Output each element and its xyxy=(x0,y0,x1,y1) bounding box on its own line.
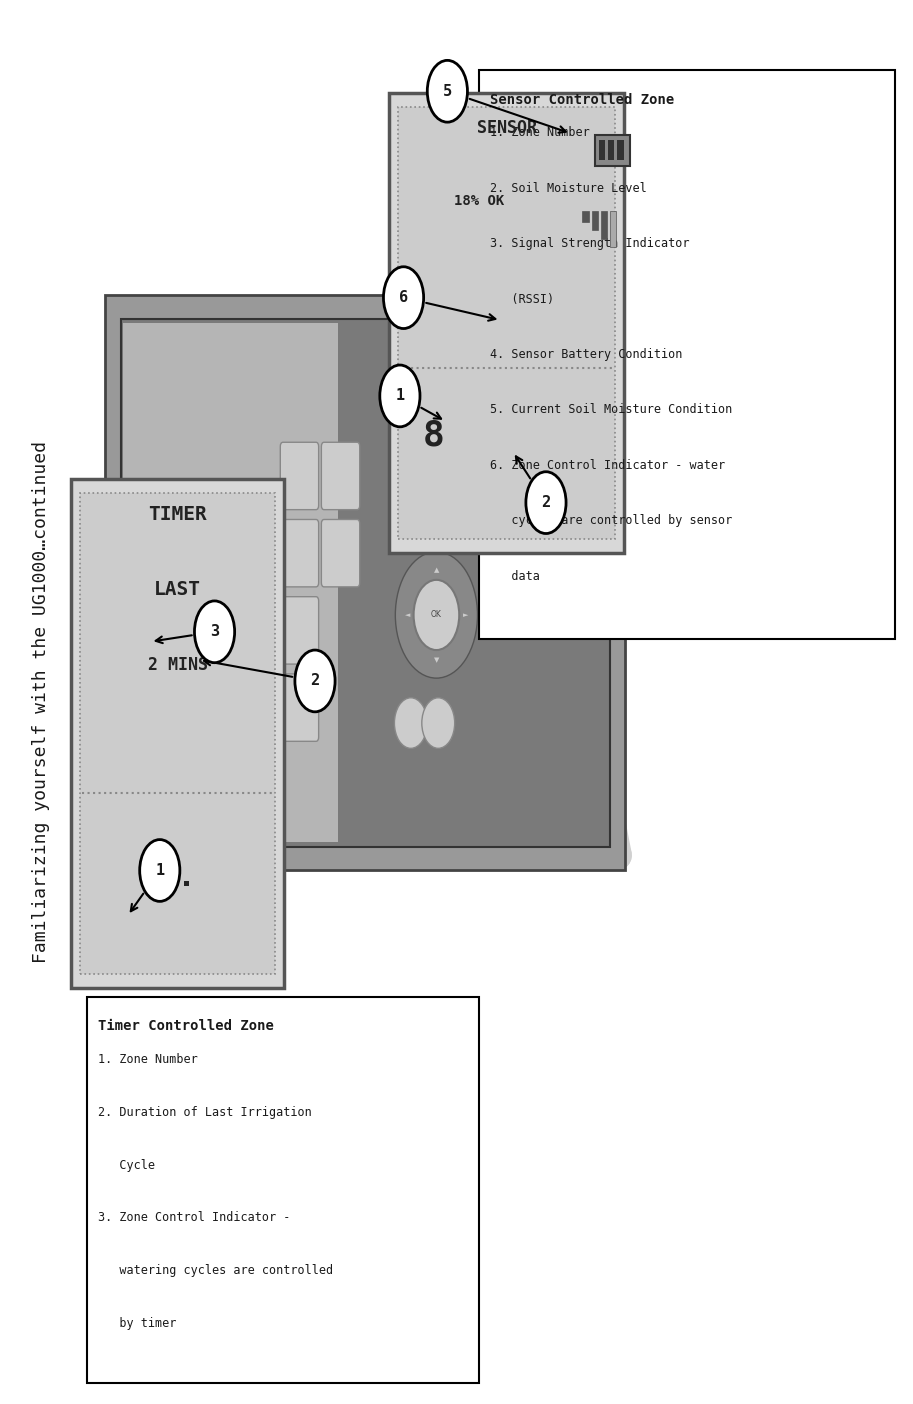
Text: ►: ► xyxy=(463,612,468,618)
Text: 2: 2 xyxy=(541,496,551,510)
FancyBboxPatch shape xyxy=(608,140,614,160)
Circle shape xyxy=(140,840,180,901)
FancyBboxPatch shape xyxy=(71,479,284,988)
Circle shape xyxy=(395,552,477,678)
Text: (RSSI): (RSSI) xyxy=(490,292,554,306)
Circle shape xyxy=(414,580,459,650)
Text: 5. Current Soil Moisture Condition: 5. Current Soil Moisture Condition xyxy=(490,403,732,417)
Circle shape xyxy=(380,365,420,427)
Text: 2. Soil Moisture Level: 2. Soil Moisture Level xyxy=(490,181,647,195)
Circle shape xyxy=(295,650,335,712)
Circle shape xyxy=(394,698,427,748)
Circle shape xyxy=(194,601,235,663)
Text: 3: 3 xyxy=(210,625,219,639)
Text: 1: 1 xyxy=(155,863,164,878)
FancyBboxPatch shape xyxy=(601,211,607,239)
Circle shape xyxy=(427,60,467,122)
FancyBboxPatch shape xyxy=(479,70,895,639)
Text: Cycle: Cycle xyxy=(98,1158,154,1171)
Text: 4. Sensor Battery Condition: 4. Sensor Battery Condition xyxy=(490,348,683,361)
FancyBboxPatch shape xyxy=(280,519,319,587)
FancyBboxPatch shape xyxy=(599,140,605,160)
FancyBboxPatch shape xyxy=(595,135,630,166)
Text: LAST: LAST xyxy=(154,580,201,600)
FancyBboxPatch shape xyxy=(398,107,615,539)
FancyBboxPatch shape xyxy=(123,323,338,842)
Text: cycles are controlled by sensor: cycles are controlled by sensor xyxy=(490,514,732,526)
FancyBboxPatch shape xyxy=(280,674,319,741)
Text: 2. Duration of Last Irrigation: 2. Duration of Last Irrigation xyxy=(98,1106,311,1119)
Text: ▼: ▼ xyxy=(434,657,439,663)
FancyBboxPatch shape xyxy=(610,211,616,247)
FancyBboxPatch shape xyxy=(582,211,589,222)
FancyBboxPatch shape xyxy=(321,442,360,510)
FancyBboxPatch shape xyxy=(80,493,275,974)
Text: 1.: 1. xyxy=(159,863,196,892)
Text: watering cycles are controlled: watering cycles are controlled xyxy=(98,1264,333,1278)
FancyBboxPatch shape xyxy=(321,519,360,587)
Text: 8: 8 xyxy=(423,418,445,452)
Text: 2 MINS: 2 MINS xyxy=(148,656,207,674)
Text: OK: OK xyxy=(431,611,442,619)
Circle shape xyxy=(475,491,511,548)
Text: 1. Zone Number: 1. Zone Number xyxy=(490,126,590,139)
Circle shape xyxy=(422,698,455,748)
Text: 5: 5 xyxy=(443,84,452,98)
Text: SENSOR: SENSOR xyxy=(477,119,537,138)
FancyBboxPatch shape xyxy=(105,295,625,870)
Circle shape xyxy=(526,472,566,534)
FancyBboxPatch shape xyxy=(592,211,598,230)
Text: 3. Signal Strength Indicator: 3. Signal Strength Indicator xyxy=(490,237,690,250)
Text: by timer: by timer xyxy=(98,1317,176,1330)
Text: TIMER: TIMER xyxy=(148,505,207,525)
Text: Timer Controlled Zone: Timer Controlled Zone xyxy=(98,1019,274,1033)
FancyBboxPatch shape xyxy=(121,319,610,847)
Text: data: data xyxy=(490,570,540,583)
FancyBboxPatch shape xyxy=(280,597,319,664)
Text: ◄: ◄ xyxy=(404,612,410,618)
Text: 6. Zone Control Indicator - water: 6. Zone Control Indicator - water xyxy=(490,459,726,472)
Text: 1. Zone Number: 1. Zone Number xyxy=(98,1053,197,1066)
Circle shape xyxy=(502,491,539,548)
Text: 3. Zone Control Indicator -: 3. Zone Control Indicator - xyxy=(98,1212,290,1224)
Text: Familiarizing yourself with the UG1000…continued: Familiarizing yourself with the UG1000…c… xyxy=(32,441,50,963)
Text: 6: 6 xyxy=(399,291,408,305)
FancyBboxPatch shape xyxy=(87,997,479,1383)
Text: ▲: ▲ xyxy=(434,567,439,573)
FancyBboxPatch shape xyxy=(280,442,319,510)
Text: 2: 2 xyxy=(310,674,320,688)
Text: Sensor Controlled Zone: Sensor Controlled Zone xyxy=(490,93,675,107)
FancyBboxPatch shape xyxy=(617,140,624,160)
Text: 18% OK: 18% OK xyxy=(454,194,505,208)
Circle shape xyxy=(383,267,424,329)
Text: 1: 1 xyxy=(395,389,404,403)
FancyBboxPatch shape xyxy=(389,93,624,553)
